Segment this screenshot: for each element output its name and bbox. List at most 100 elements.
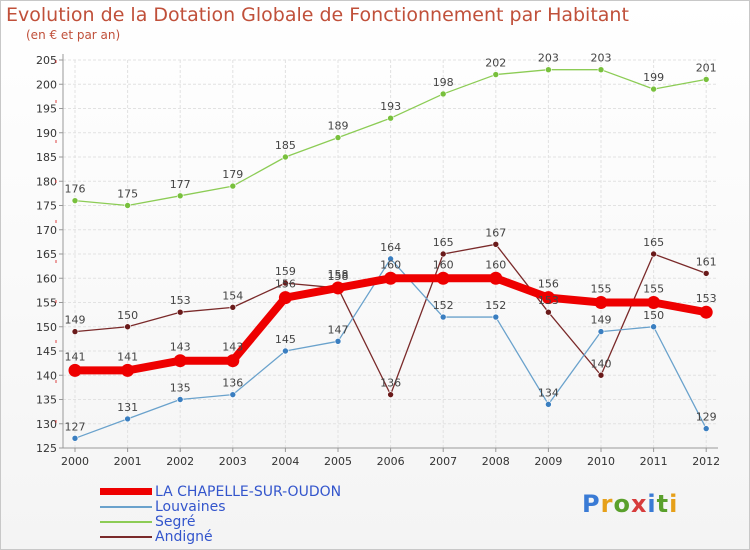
data-point-segr- [597, 66, 605, 73]
data-label-louvaines: 135 [170, 382, 191, 395]
data-label-segr-: 193 [380, 100, 401, 113]
data-label-la-chapelle-sur-oudon: 158 [328, 268, 349, 281]
data-point-la-chapelle-sur-oudon [436, 271, 450, 285]
data-label-segr-: 185 [275, 139, 296, 152]
data-label-louvaines: 164 [380, 241, 401, 254]
x-tick-label: 2007 [429, 455, 457, 468]
data-label-segr-: 201 [696, 61, 717, 74]
data-point-andign- [282, 279, 289, 287]
data-label-la-chapelle-sur-oudon: 160 [433, 258, 454, 271]
data-label-la-chapelle-sur-oudon: 153 [696, 292, 717, 305]
data-label-louvaines: 147 [328, 323, 349, 336]
data-label-la-chapelle-sur-oudon: 160 [485, 258, 506, 271]
y-tick-label: 140 [36, 369, 57, 382]
legend-label: Louvaines [155, 498, 226, 515]
data-point-segr- [176, 192, 184, 200]
data-label-louvaines: 150 [643, 309, 664, 322]
data-label-andign-: 161 [696, 255, 717, 268]
data-point-segr- [229, 182, 237, 190]
logo-letter: i [669, 490, 679, 518]
data-label-la-chapelle-sur-oudon: 141 [65, 350, 86, 363]
data-point-la-chapelle-sur-oudon [699, 305, 713, 319]
data-label-louvaines: 149 [591, 314, 612, 327]
data-label-segr-: 202 [485, 57, 506, 70]
data-label-segr-: 189 [328, 120, 349, 133]
data-label-andign-: 165 [643, 236, 664, 249]
data-point-la-chapelle-sur-oudon [68, 363, 82, 377]
y-tick-label: 175 [36, 200, 57, 213]
logo-letter: P [582, 490, 601, 518]
y-tick-label: 135 [36, 394, 57, 407]
x-tick-label: 2005 [324, 455, 352, 468]
data-point-andign- [492, 241, 500, 248]
x-tick-label: 2008 [482, 455, 510, 468]
data-point-andign- [71, 328, 79, 335]
data-point-andign- [702, 270, 710, 277]
data-point-la-chapelle-sur-oudon [173, 354, 187, 368]
x-tick-label: 2000 [61, 455, 89, 468]
data-label-segr-: 179 [222, 168, 243, 181]
data-point-louvaines [176, 396, 184, 403]
data-point-andign- [650, 250, 657, 258]
data-label-andign-: 154 [222, 289, 243, 302]
legend-swatch [100, 505, 152, 508]
legend-item-segre: Segré [100, 514, 341, 530]
x-tick-label: 2001 [114, 455, 142, 468]
data-label-andign-: 165 [433, 236, 454, 249]
data-point-la-chapelle-sur-oudon [647, 296, 661, 309]
y-tick-label: 145 [36, 345, 57, 358]
data-point-andign- [387, 391, 394, 398]
legend-swatch [100, 488, 152, 495]
data-label-segr-: 203 [538, 52, 559, 65]
data-point-louvaines [282, 347, 289, 355]
data-label-la-chapelle-sur-oudon: 141 [117, 350, 138, 363]
data-point-segr- [71, 197, 79, 204]
data-point-segr- [702, 76, 710, 83]
x-tick-label: 2010 [587, 455, 615, 468]
data-label-louvaines: 136 [222, 377, 243, 390]
data-point-segr- [650, 85, 657, 93]
data-label-la-chapelle-sur-oudon: 156 [275, 278, 296, 291]
legend: LA CHAPELLE-SUR-OUDON Louvaines Segré An… [100, 483, 342, 545]
data-label-segr-: 175 [117, 188, 138, 201]
data-point-louvaines [650, 323, 657, 331]
y-tick-label: 185 [36, 151, 57, 164]
y-tick-label: 155 [36, 297, 57, 310]
x-tick-label: 2006 [377, 455, 405, 468]
y-tick-label: 125 [36, 442, 57, 455]
data-point-louvaines [71, 434, 79, 442]
data-point-segr- [492, 71, 500, 78]
data-point-louvaines [597, 328, 605, 335]
legend-label: LA CHAPELLE-SUR-OUDON [155, 483, 342, 500]
data-point-segr- [124, 202, 131, 209]
data-point-la-chapelle-sur-oudon [541, 291, 555, 305]
legend-item-louvaines: Louvaines [100, 498, 341, 515]
data-point-segr- [439, 90, 447, 98]
data-label-segr-: 199 [643, 71, 664, 84]
data-point-louvaines [334, 337, 342, 345]
logo-letter: o [613, 490, 631, 518]
x-tick-label: 2004 [271, 455, 299, 468]
data-label-la-chapelle-sur-oudon: 143 [170, 341, 191, 354]
data-point-louvaines [439, 313, 447, 321]
legend-swatch [100, 535, 152, 538]
data-point-andign- [176, 308, 184, 316]
y-tick-label: 200 [36, 78, 57, 91]
data-label-segr-: 176 [65, 183, 86, 196]
x-tick-label: 2012 [692, 455, 720, 468]
data-label-andign-: 150 [117, 309, 138, 322]
x-tick-label: 2002 [166, 455, 194, 468]
data-label-louvaines: 145 [275, 333, 296, 346]
data-label-la-chapelle-sur-oudon: 155 [643, 283, 664, 296]
y-tick-label: 205 [36, 54, 57, 67]
logo-letter: t [656, 490, 670, 518]
data-point-louvaines [702, 425, 710, 432]
proxiti-logo: Proxiti [582, 490, 678, 518]
y-tick-label: 130 [36, 418, 57, 431]
data-point-la-chapelle-sur-oudon [331, 281, 345, 295]
data-label-louvaines: 131 [117, 401, 138, 414]
data-label-segr-: 203 [591, 52, 612, 65]
data-label-la-chapelle-sur-oudon: 143 [222, 341, 243, 354]
data-point-la-chapelle-sur-oudon [226, 354, 240, 368]
